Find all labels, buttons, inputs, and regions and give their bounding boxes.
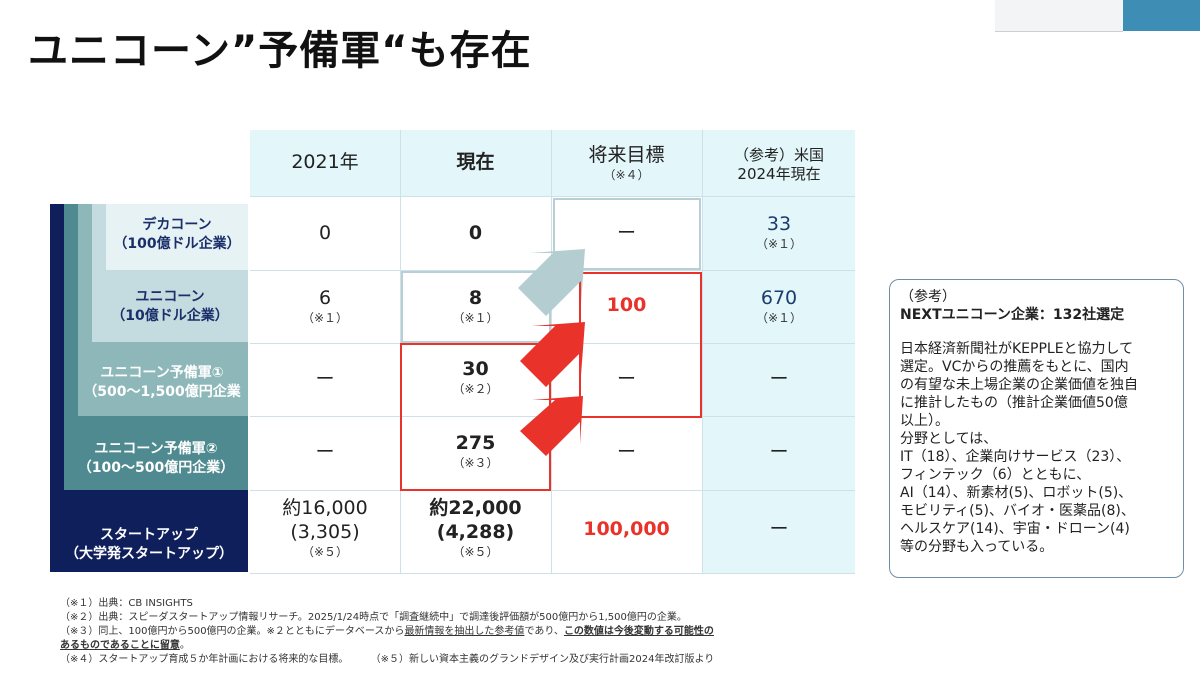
grid-line — [702, 130, 703, 574]
header-now: 現在 — [456, 151, 495, 173]
footnote-2: （※２）出典：スピーダスタートアップ情報リサーチ。2025/1/24時点で「調査… — [60, 612, 687, 623]
row-label-decacorn: デカコーン （100億ドル企業） — [113, 217, 241, 252]
cell-startup-target: 100,000 — [583, 518, 670, 540]
cell-unicorn-2021: 6 （※１） — [301, 287, 349, 325]
header-us: （参考）米国 2024年現在 — [733, 146, 824, 183]
footnote-1: （※１）出典：CB INSIGHTS — [60, 598, 193, 609]
cell-startup-2021: 約16,000 (3,305) （※５） — [282, 497, 368, 559]
reference-label: （参考） — [900, 289, 956, 305]
header-2021: 2021年 — [291, 151, 359, 173]
cell-reserve1-target: ー — [616, 368, 636, 390]
cell-reserve1-now: 30 （※２） — [452, 358, 499, 396]
cell-unicorn-target: 100 — [606, 294, 647, 316]
reference-heading: NEXTユニコーン企業：132社選定 — [900, 307, 1125, 323]
grid-line — [250, 490, 855, 491]
footnote-3-cont: あるものであることに留意。 — [60, 640, 190, 651]
cell-reserve2-us: ー — [769, 441, 789, 463]
footnotes: （※１）出典：CB INSIGHTS （※２）出典：スピーダスタートアップ情報リ… — [60, 597, 880, 667]
highlight-box-target-unicorn — [579, 272, 702, 418]
highlight-box-target-decacorn — [553, 198, 701, 270]
cell-reserve2-2021: ー — [315, 441, 335, 463]
footnote-3: （※３）同上、100億円から500億円の企業。※２とともにデータベースから最新情… — [60, 626, 714, 637]
grid-line — [551, 130, 552, 574]
cell-decacorn-now: 0 — [468, 222, 483, 244]
cell-reserve1-us: ー — [769, 368, 789, 390]
highlight-box-now-reserves — [400, 343, 551, 491]
row-label-startup: スタートアップ （大学発スタートアップ） — [65, 527, 233, 562]
cell-reserve2-now: 275 （※３） — [452, 432, 499, 470]
grid-line — [250, 416, 855, 417]
next-unicorn-reference-box: （参考） NEXTユニコーン企業：132社選定 日本経済新聞社がKEPPLEと協… — [889, 279, 1184, 578]
tier-block-decacorn — [106, 204, 248, 270]
cell-decacorn-us: 33 （※１） — [755, 213, 803, 251]
cell-decacorn-target: ー — [616, 222, 636, 244]
row-label-reserve-2: ユニコーン予備軍② （100～500億円企業） — [77, 441, 235, 476]
grid-line — [250, 573, 855, 574]
grid-line — [250, 270, 855, 271]
grid-line — [250, 343, 855, 344]
corner-decoration-dark — [1123, 0, 1200, 31]
cell-reserve1-2021: ー — [315, 368, 335, 390]
row-label-unicorn: ユニコーン （10億ドル企業） — [111, 289, 229, 324]
cell-startup-now: 約22,000 (4,288) （※５） — [429, 497, 522, 559]
cell-unicorn-now: 8 （※１） — [452, 287, 499, 325]
corner-decoration-light — [995, 0, 1123, 32]
header-target: 将来目標 （※４） — [588, 144, 665, 182]
page-title: ユニコーン”予備軍“も存在 — [28, 28, 532, 74]
us-column-background — [703, 196, 855, 574]
cell-decacorn-2021: 0 — [318, 222, 332, 244]
cell-startup-us: ー — [769, 518, 789, 540]
cell-reserve2-target: ー — [616, 441, 636, 463]
table-header-row — [250, 130, 855, 196]
grid-line — [250, 196, 855, 197]
footnote-4-5: （※４）スタートアップ育成５か年計画における将来的な目標。 （※５）新しい資本主… — [60, 654, 715, 665]
highlight-box-now-unicorn — [401, 271, 551, 343]
reference-body: 日本経済新聞社がKEPPLEと協力して 選定。VCからの推薦をもとに、国内 の有… — [900, 341, 1138, 555]
cell-unicorn-us: 670 （※１） — [755, 287, 803, 325]
row-label-reserve-1: ユニコーン予備軍① （500～1,500億円企業 — [83, 365, 241, 400]
